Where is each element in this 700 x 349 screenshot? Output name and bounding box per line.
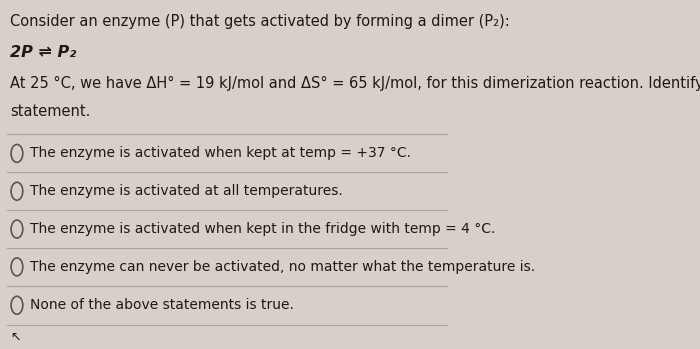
Text: At 25 °C, we have ΔH° = 19 kJ/mol and ΔS° = 65 kJ/mol, for this dimerization rea: At 25 °C, we have ΔH° = 19 kJ/mol and ΔS… [10,76,700,91]
Text: statement.: statement. [10,104,90,119]
Text: ↖: ↖ [10,331,21,343]
Text: 2P ⇌ P₂: 2P ⇌ P₂ [10,45,76,60]
Text: The enzyme is activated at all temperatures.: The enzyme is activated at all temperatu… [31,184,343,198]
Text: Consider an enzyme (P) that gets activated by forming a dimer (P₂):: Consider an enzyme (P) that gets activat… [10,14,510,29]
Text: The enzyme is activated when kept at temp = +37 °C.: The enzyme is activated when kept at tem… [31,147,412,161]
Text: The enzyme is activated when kept in the fridge with temp = 4 °C.: The enzyme is activated when kept in the… [31,222,496,236]
Text: The enzyme can never be activated, no matter what the temperature is.: The enzyme can never be activated, no ma… [31,260,536,274]
Text: None of the above statements is true.: None of the above statements is true. [31,298,294,312]
